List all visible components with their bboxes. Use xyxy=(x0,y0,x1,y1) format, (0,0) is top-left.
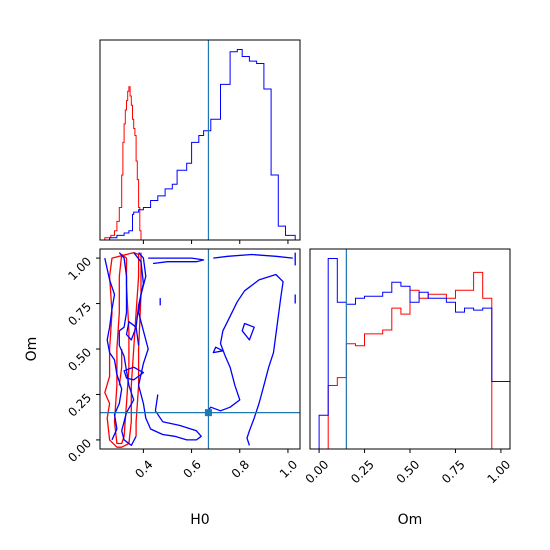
contour-blue xyxy=(123,366,145,381)
contour-blue xyxy=(212,346,224,354)
om-histogram-plot-area xyxy=(313,249,510,449)
contour-blue xyxy=(137,252,202,441)
om-histogram-series-blue-step xyxy=(313,258,510,449)
h0-histogram-series-blue-step xyxy=(109,49,296,240)
h0-om-contours-plot-area xyxy=(100,249,300,449)
h0-histogram-panel xyxy=(99,39,301,244)
contour-blue xyxy=(205,273,284,446)
contour-blue xyxy=(148,257,205,265)
contour-red xyxy=(113,253,130,445)
contour-red xyxy=(135,252,142,437)
h0-om-contours-y-axis-label: Om xyxy=(24,337,40,362)
h0-histogram-plot-area xyxy=(104,40,296,240)
contour-red xyxy=(118,349,123,386)
contour-blue xyxy=(241,322,255,341)
contour-blue xyxy=(213,253,293,259)
panels-layer: 0.4 0.6 0.8 1.00.000.250.500.751.00H0Om0.00… xyxy=(24,39,513,528)
h0-histogram-frame xyxy=(99,39,301,241)
contour-blue xyxy=(125,321,137,341)
h0-histogram-series-red-step xyxy=(104,86,144,240)
h0-om-contours-frame xyxy=(99,248,301,450)
om-histogram-x-axis-label: Om xyxy=(398,512,423,528)
h0-om-contours-x-axis-label: H0 xyxy=(190,512,209,528)
om-histogram-frame xyxy=(309,248,511,450)
contour-blue xyxy=(118,252,137,447)
truth-marker xyxy=(204,409,212,417)
